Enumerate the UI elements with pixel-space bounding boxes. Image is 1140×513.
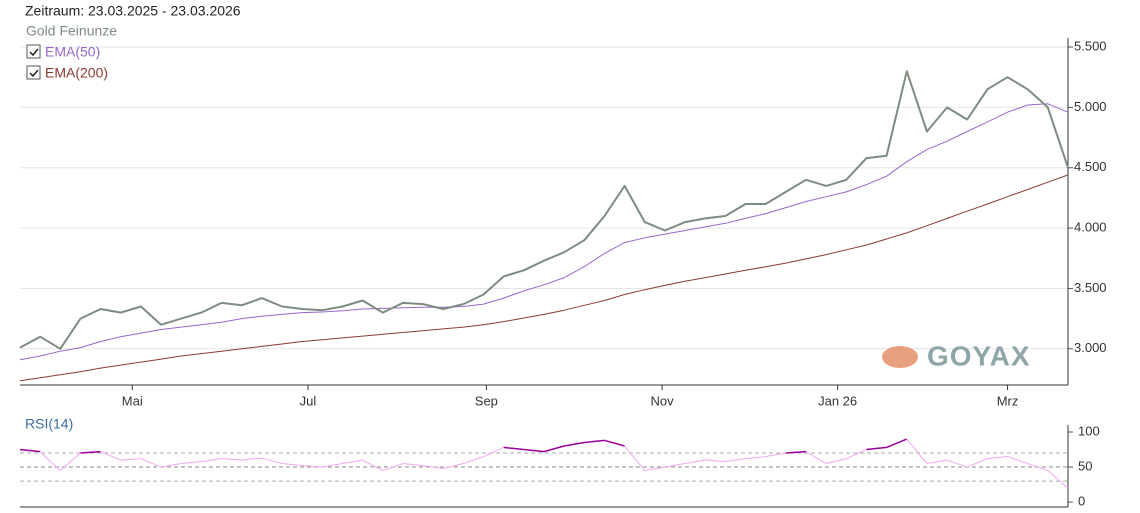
legend-checkbox: [26, 65, 41, 80]
rsi-segment: [302, 465, 323, 468]
legend-item[interactable]: EMA(200): [26, 65, 108, 81]
y-tick-label: 50: [1078, 458, 1092, 473]
rsi-segment: [221, 458, 242, 461]
rsi-segment: [402, 463, 424, 467]
rsi-segment: [342, 459, 363, 465]
rsi-segment: [423, 465, 444, 469]
y-tick-label: 0: [1078, 494, 1085, 509]
rsi-segment: [987, 456, 1008, 460]
x-tick-label: Jul: [300, 393, 317, 408]
rsi-segment: [765, 452, 786, 458]
legend-check: [29, 69, 39, 78]
rsi-segment: [19, 448, 41, 453]
rsi-segment: [443, 463, 464, 469]
rsi-segment: [584, 439, 605, 444]
rsi-segment: [745, 456, 766, 460]
y-tick-label: 4.500: [1074, 159, 1107, 174]
legend-label: EMA(200): [45, 65, 108, 81]
rsi-segment: [362, 459, 384, 471]
rsi-segment: [604, 439, 625, 447]
rsi-segment: [120, 458, 141, 461]
rsi-segment: [483, 446, 504, 457]
rsi-segment: [140, 458, 162, 468]
rsi-segment: [1007, 456, 1028, 465]
series-line: [19, 103, 1069, 361]
rsi-segment: [241, 457, 262, 461]
x-tick-label: Sep: [475, 393, 498, 408]
series-line: [19, 174, 1069, 382]
rsi-segment: [523, 448, 545, 453]
rsi-segment: [805, 451, 827, 464]
logo: GOYAX: [882, 340, 1031, 371]
legend-check: [29, 48, 39, 57]
rsi-segment: [261, 457, 283, 465]
rsi-segment: [644, 466, 666, 472]
rsi-segment: [624, 445, 646, 471]
rsi-segment: [1047, 470, 1069, 489]
rsi-segment: [281, 463, 303, 467]
legend-checkbox: [26, 44, 41, 59]
logo-text: GOYAX: [927, 340, 1031, 371]
y-tick-label: 100: [1078, 423, 1100, 438]
rsi-segment: [946, 459, 968, 468]
x-tick-label: Nov: [651, 393, 675, 408]
logo-bull: [882, 346, 918, 368]
rsi-segment: [80, 450, 101, 454]
rsi-segment: [463, 456, 484, 465]
rsi-segment: [181, 460, 202, 465]
rsi-segment: [160, 463, 182, 468]
legend-label: Gold Feinunze: [26, 23, 117, 39]
series-line: [19, 70, 1069, 350]
x-tick-label: Mai: [122, 393, 143, 408]
rsi-segment: [543, 445, 565, 453]
legend-label: EMA(50): [45, 44, 100, 60]
rsi-segment: [826, 458, 847, 465]
rsi-segment: [785, 450, 807, 454]
x-tick-label: Mrz: [997, 393, 1019, 408]
rsi-segment: [967, 458, 988, 468]
legend-item[interactable]: EMA(50): [26, 44, 100, 60]
x-tick-label: Jan 26: [818, 393, 857, 408]
rsi-segment: [100, 451, 121, 461]
rsi-title: RSI(14): [25, 416, 73, 432]
rsi-segment: [886, 438, 908, 449]
rsi-segment: [59, 452, 81, 471]
rsi-segment: [926, 459, 948, 465]
rsi-segment: [322, 463, 343, 468]
y-tick-label: 4.000: [1074, 220, 1107, 235]
chart-title: Zeitraum: 23.03.2025 - 23.03.2026: [25, 3, 241, 19]
rsi-segment: [705, 459, 726, 462]
rsi-segment: [382, 463, 404, 472]
rsi-segment: [725, 458, 746, 462]
rsi-segment: [866, 446, 887, 451]
y-tick-label: 5.000: [1074, 99, 1107, 114]
rsi-segment: [906, 438, 928, 464]
y-tick-label: 3.500: [1074, 280, 1107, 295]
y-tick-label: 5.500: [1074, 38, 1107, 53]
rsi-segment: [564, 441, 585, 447]
rsi-segment: [664, 463, 686, 468]
rsi-segment: [39, 451, 61, 471]
rsi-segment: [201, 458, 222, 462]
rsi-segment: [684, 459, 706, 465]
rsi-segment: [503, 446, 524, 451]
y-tick-label: 3.000: [1074, 340, 1107, 355]
rsi-segment: [846, 449, 867, 460]
rsi-segment: [1027, 463, 1049, 472]
